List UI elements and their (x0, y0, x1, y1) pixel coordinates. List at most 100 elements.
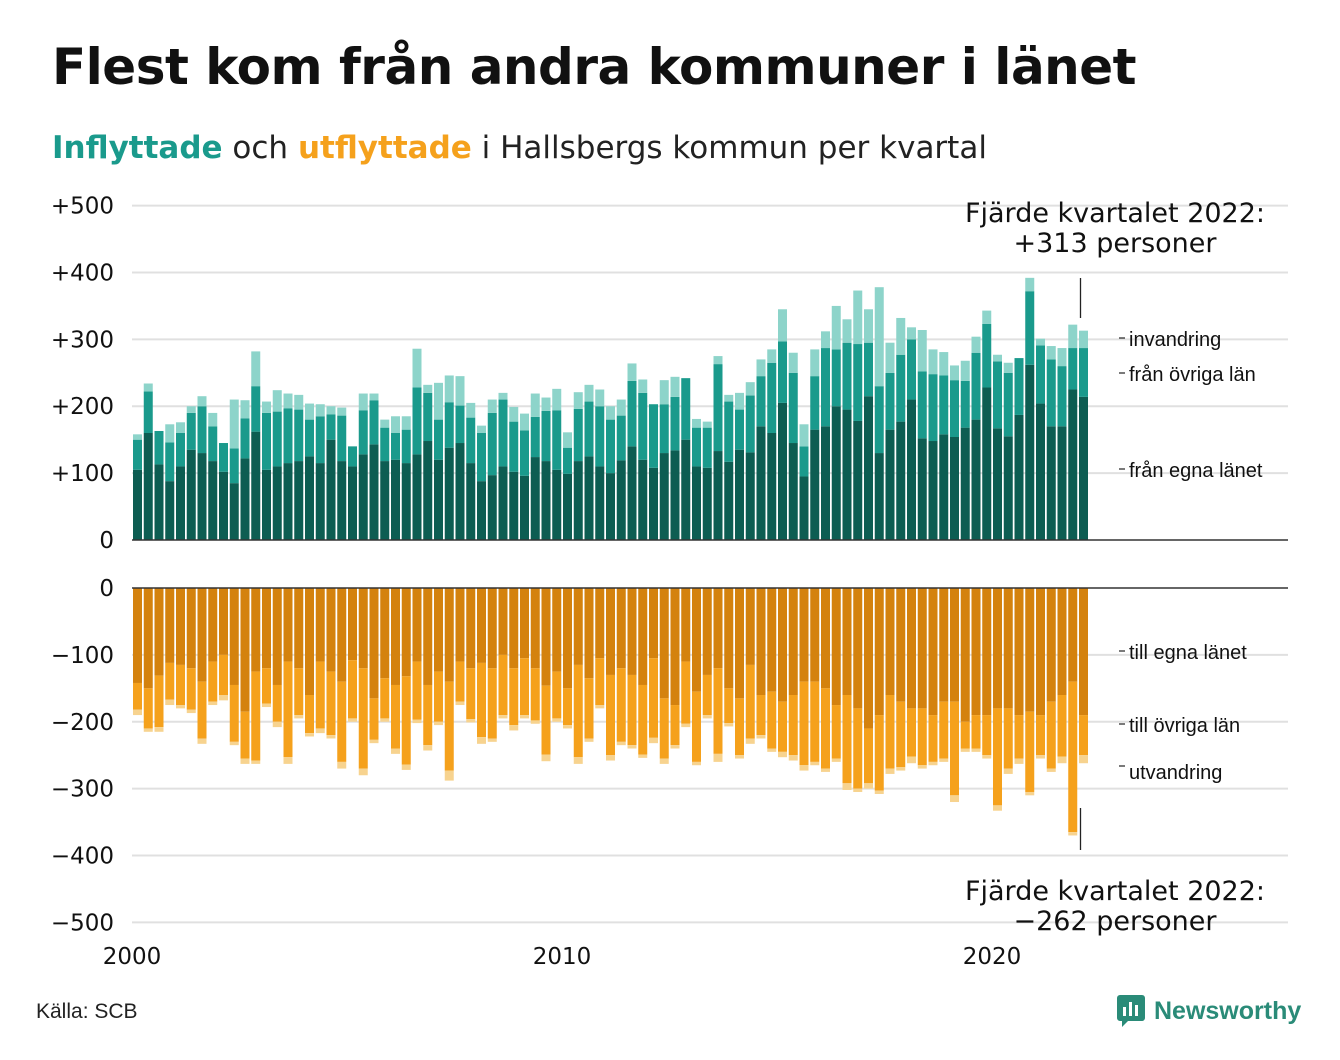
bar-out-1 (724, 688, 734, 724)
bar-out-2 (520, 715, 529, 719)
bar-out-0 (541, 588, 551, 686)
bar-out-0 (928, 588, 938, 716)
bar-out-1 (1014, 715, 1024, 759)
bar-out-0 (606, 588, 615, 675)
upper-y-tick-label: 0 (99, 528, 114, 554)
bar-in-2 (455, 376, 465, 406)
bar-out-2 (1057, 756, 1067, 764)
bar-out-1 (229, 684, 239, 742)
bar-in-0 (358, 454, 368, 540)
bar-in-1 (219, 443, 228, 472)
bar-out-1 (842, 695, 852, 784)
bar-out-2 (982, 755, 992, 759)
bar-out-2 (799, 765, 809, 771)
bar-in-2 (993, 354, 1002, 362)
axes (132, 278, 1288, 850)
bar-in-0 (659, 453, 669, 540)
bar-in-0 (434, 459, 443, 540)
bar-out-1 (1025, 711, 1035, 792)
bar-in-2 (864, 309, 873, 343)
bar-out-1 (896, 701, 906, 768)
bar-out-0 (133, 588, 142, 683)
bar-out-0 (466, 588, 476, 669)
bar-out-0 (1068, 588, 1078, 682)
bar-in-0 (208, 461, 218, 540)
bar-in-0 (444, 447, 454, 540)
bar-in-2 (434, 382, 443, 420)
bar-out-2 (864, 783, 873, 789)
bar-in-2 (670, 376, 680, 397)
subtitle-och: och (222, 130, 298, 166)
bar-out-2 (283, 757, 293, 764)
bar-out-2 (692, 761, 701, 766)
bar-in-0 (917, 438, 927, 540)
bar-in-2 (423, 384, 433, 393)
bar-out-2 (993, 805, 1002, 811)
bar-in-0 (305, 456, 314, 540)
bar-out-2 (455, 701, 465, 706)
bar-out-2 (208, 701, 218, 706)
bar-out-0 (735, 588, 744, 699)
bar-in-1 (713, 364, 723, 452)
bar-in-1 (627, 380, 637, 447)
bar-out-0 (143, 588, 153, 689)
bar-in-1 (939, 375, 949, 435)
bar-in-2 (358, 393, 368, 411)
bar-in-2 (831, 305, 841, 350)
bar-out-1 (444, 681, 454, 771)
bar-in-0 (348, 466, 357, 540)
bar-out-0 (595, 588, 605, 659)
bar-in-1 (229, 448, 239, 484)
bar-in-2 (939, 352, 949, 376)
bar-out-0 (778, 588, 787, 702)
bar-in-1 (573, 408, 583, 462)
bar-in-0 (595, 466, 605, 540)
bar-in-1 (735, 409, 744, 450)
bar-out-0 (907, 588, 916, 709)
bar-in-1 (498, 399, 508, 467)
bar-out-2 (176, 705, 185, 709)
bar-in-2 (380, 419, 390, 428)
bar-in-0 (627, 446, 637, 540)
upper-y-tick-label: +400 (51, 260, 114, 286)
bar-out-1 (821, 688, 830, 769)
bar-out-2 (530, 720, 540, 724)
bar-out-1 (788, 695, 798, 756)
bar-out-2 (896, 767, 906, 771)
bar-out-2 (251, 760, 261, 764)
x-tick-label: 2010 (533, 944, 592, 970)
bar-out-1 (606, 674, 615, 756)
bar-in-1 (1068, 348, 1078, 390)
bar-in-0 (391, 459, 400, 540)
bar-out-1 (778, 701, 787, 752)
bar-in-0 (154, 464, 164, 540)
bar-out-0 (971, 588, 981, 716)
bar-out-1 (799, 681, 809, 766)
bar-out-1 (283, 661, 293, 758)
bar-in-2 (1036, 338, 1045, 346)
bar-in-2 (1046, 346, 1056, 360)
bar-out-1 (692, 691, 701, 762)
upper-annotation-line1: Fjärde kvartalet 2022: (965, 198, 1265, 229)
bar-out-1 (928, 715, 938, 762)
bar-in-2 (509, 406, 519, 422)
bar-in-2 (702, 421, 712, 428)
bar-out-0 (810, 588, 820, 682)
bar-in-1 (154, 430, 164, 465)
bar-out-1 (294, 668, 304, 716)
bar-in-1 (767, 362, 777, 433)
bar-in-2 (842, 319, 852, 343)
bar-out-2 (1025, 791, 1035, 796)
bar-in-1 (186, 412, 196, 450)
bar-in-2 (477, 425, 486, 433)
bar-out-0 (262, 588, 271, 669)
bar-out-0 (229, 588, 239, 685)
upper-annotation-line2: +313 personer (1013, 228, 1217, 259)
bar-out-1 (240, 711, 250, 759)
bar-in-1 (251, 386, 261, 432)
bar-out-0 (713, 588, 723, 669)
bar-out-2 (434, 721, 443, 726)
bar-out-2 (1003, 768, 1013, 774)
bar-in-2 (573, 392, 583, 409)
bar-out-0 (563, 588, 572, 689)
